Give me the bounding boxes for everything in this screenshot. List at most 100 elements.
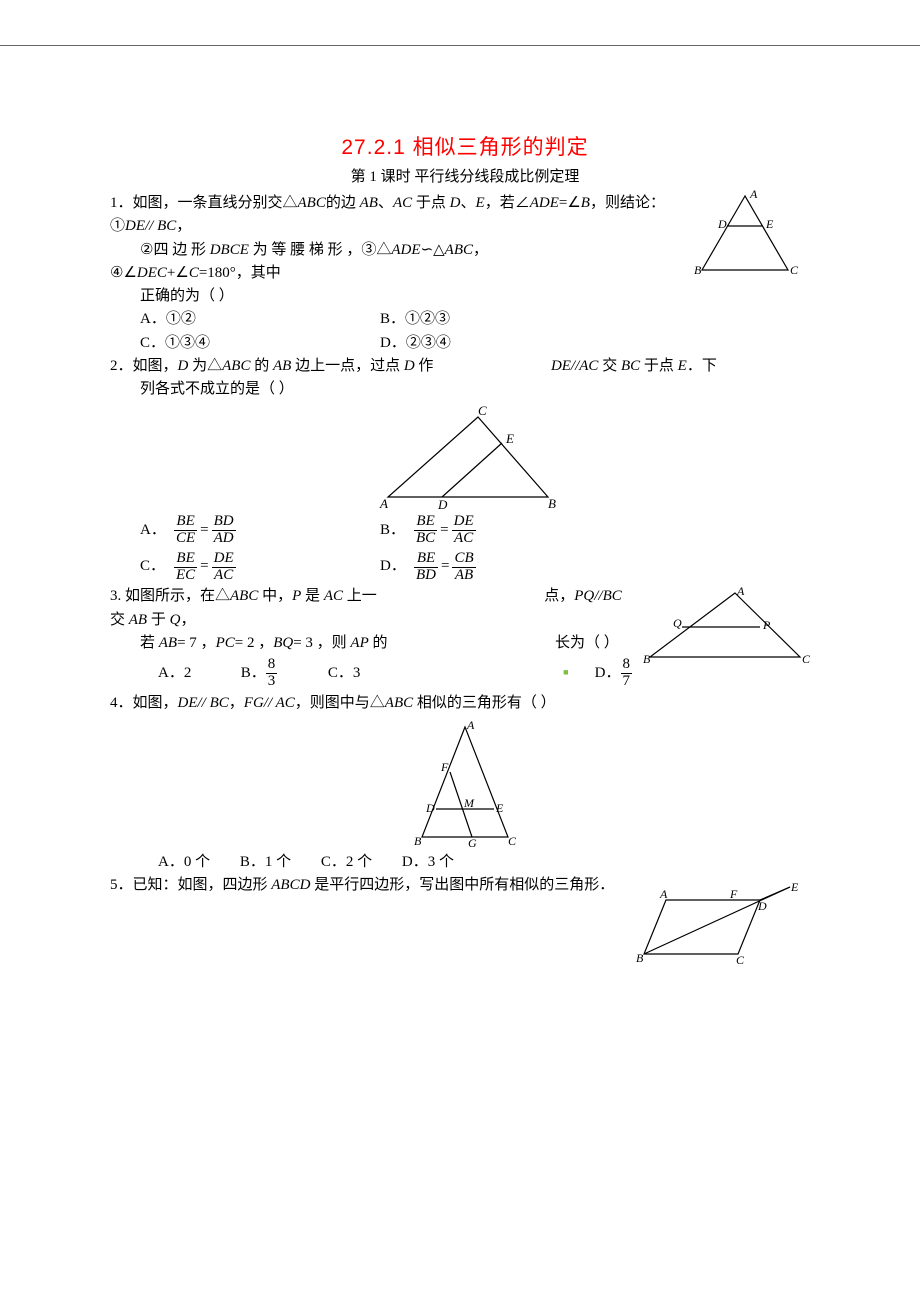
q4-figure: A F D M E B G C [400, 719, 530, 849]
t: C [189, 265, 199, 281]
t: ∽△ [421, 242, 445, 258]
fig-label: E [505, 431, 514, 446]
t: AB [360, 195, 378, 211]
t: 边上一点，过点 [291, 358, 404, 374]
fig-label: C [508, 834, 517, 848]
opt-b: B． 83 [241, 657, 328, 690]
t: ， [176, 218, 191, 234]
fn: DE [212, 551, 236, 568]
fn: BE [414, 514, 437, 531]
opt-a: A． BECE = BDAD [140, 514, 380, 547]
t: DEC [137, 265, 167, 281]
t: 的 [250, 358, 273, 374]
fig-label: E [765, 217, 774, 231]
fig-label: B [643, 652, 651, 665]
fig-label: D [717, 217, 727, 231]
fn: BE [174, 551, 197, 568]
t: ，则图中与△ [295, 695, 385, 711]
t: AB [159, 635, 177, 651]
fn: DE [452, 514, 476, 531]
q1-figure: A D E B C [690, 188, 800, 280]
t: DE// BC [125, 218, 176, 234]
t: AB [129, 612, 147, 628]
t: 于 [147, 612, 170, 628]
opt-d: D． BEBD = CBAB [380, 551, 620, 584]
t: 于点 [640, 358, 678, 374]
fd: 3 [266, 674, 278, 690]
q1-line2: ②四 边 形 DBCE 为 等 腰 梯 形 ，③△ADE∽△ABC， ④∠DEC… [110, 242, 612, 281]
fn: BE [174, 514, 197, 531]
fig-label: A [659, 887, 668, 901]
q2-figure: C E A D B [360, 405, 570, 510]
q4-options: A．0 个 B．1 个 C．2 个 D．3 个 [158, 851, 820, 874]
lab: B． [241, 662, 266, 685]
t: BC [621, 358, 640, 374]
q4-text: 4．如图，DE// BC，FG// AC，则图中与△ABC 相似的三角形有（ ） [110, 695, 556, 711]
t: ABC [385, 695, 413, 711]
t: DE// BC [178, 695, 229, 711]
question-4: 4．如图，DE// BC，FG// AC，则图中与△ABC 相似的三角形有（ ）… [110, 692, 820, 875]
t: 长为（ ） [555, 635, 619, 651]
t: 、 [378, 195, 393, 211]
opt-c: C． BEEC = DEAC [140, 551, 380, 584]
t: DE//AC [551, 358, 599, 374]
t: ADE [530, 195, 559, 211]
t: D [450, 195, 461, 211]
fd: EC [174, 568, 197, 584]
q3-figure: A Q P B C [640, 587, 810, 665]
t: 的 [369, 635, 388, 651]
lesson-subtitle: 第 1 课时 平行线分线段成比例定理 [110, 165, 820, 186]
fig-label: D [437, 497, 448, 510]
section-title: 27.2.1 相似三角形的判定 [110, 131, 820, 161]
t: 交 [110, 612, 129, 628]
t: =180°，其中 [199, 265, 281, 281]
opt-a: A．①② [140, 308, 380, 331]
fd: CE [174, 531, 197, 547]
fig-label: D [425, 801, 435, 815]
lab: D． [380, 555, 414, 578]
fig-label: C [802, 652, 810, 665]
q2-text: 2．如图，D 为△ABC 的 AB 边上一点，过点 D 作 DE//AC 交 B… [110, 358, 717, 374]
t: ．下 [687, 358, 717, 374]
q5-text: 5．已知：如图，四边形 ABCD 是平行四边形，写出图中所有相似的三角形． [110, 877, 614, 893]
fig-label: F [729, 887, 738, 901]
fig-label: F [440, 760, 449, 774]
fig-label: A [466, 719, 475, 732]
t: 上一 [343, 588, 377, 604]
fig-label: E [790, 882, 799, 894]
fig-label: M [463, 796, 475, 810]
lab: C． [140, 555, 174, 578]
t: 、 [461, 195, 476, 211]
fig-label: A [749, 188, 758, 201]
t: 3. 如图所示，在△ [110, 588, 230, 604]
t: DBCE [210, 242, 249, 258]
t: B [581, 195, 590, 211]
t: ABCD [271, 877, 310, 893]
fd: BC [414, 531, 437, 547]
fn: 8 [266, 657, 278, 674]
t: 中， [258, 588, 292, 604]
t: ABC [445, 242, 473, 258]
t: ABC [222, 358, 250, 374]
t: 交 [598, 358, 621, 374]
t: ABC [230, 588, 258, 604]
t: ②四 边 形 [140, 242, 210, 258]
fd: AD [212, 531, 236, 547]
fig-label: G [468, 836, 477, 849]
t: 相似的三角形有（ ） [413, 695, 556, 711]
fig-label: E [495, 801, 504, 815]
opt-b: B．①②③ [380, 308, 620, 331]
t: 2．如图， [110, 358, 178, 374]
page: 27.2.1 相似三角形的判定 第 1 课时 平行线分线段成比例定理 A D E… [0, 45, 920, 1032]
t: AB [273, 358, 291, 374]
dot-icon: ■ [563, 666, 568, 680]
opt-b: B． BEBC = DEAC [380, 514, 620, 547]
fig-label: B [636, 951, 644, 965]
q2-options: A． BECE = BDAD B． BEBC = DEAC C． BEEC = [140, 512, 820, 585]
t: 5．已知：如图，四边形 [110, 877, 271, 893]
t: FG// AC [244, 695, 295, 711]
fig-label: B [548, 496, 556, 510]
q1-options: A．①② B．①②③ C．①③④ D．②③④ [140, 308, 820, 355]
q3-line2: 若 AB= 7 ，PC= 2 ，BQ= 3 ，则 AP 的 长为（ ） [140, 635, 619, 651]
lab: A． [140, 519, 174, 542]
